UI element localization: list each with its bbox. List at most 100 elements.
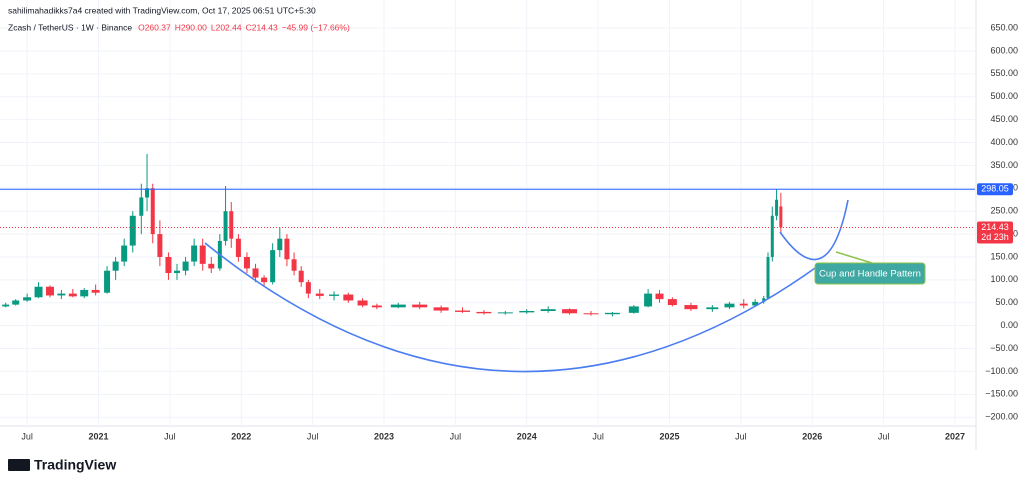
candle-body <box>766 256 770 299</box>
candle-body <box>497 312 513 314</box>
legend-value: −45.99 (−17.66%) <box>282 22 350 32</box>
candle-body <box>277 238 283 251</box>
annotation-box <box>814 262 926 285</box>
candle-body <box>34 286 43 298</box>
resistance-label: 298.05 <box>981 184 1009 194</box>
x-tick-label: 2021 <box>88 431 108 441</box>
candle-body <box>343 294 354 301</box>
candle-body <box>644 293 653 307</box>
candle-body <box>243 256 250 269</box>
y-tick-label: 250.00 <box>990 206 1018 216</box>
y-tick-label: 350.00 <box>990 160 1018 170</box>
candle-body <box>305 282 311 294</box>
y-tick-label: −100.00 <box>985 366 1018 376</box>
symbol: Zcash / TetherUS · 1W · Binance <box>8 22 132 32</box>
candle-body <box>706 307 719 310</box>
x-tick-label: Jul <box>735 431 747 441</box>
candle-body <box>752 301 759 306</box>
legend-value: O260.37 <box>138 22 171 32</box>
candle-body <box>208 263 215 269</box>
candle-body <box>519 311 535 313</box>
candle-body <box>667 299 677 306</box>
candle-body <box>455 310 471 312</box>
candle-body <box>252 268 259 278</box>
candle-body <box>80 289 89 297</box>
x-tick-label: 2026 <box>802 431 822 441</box>
x-tick-label: Jul <box>307 431 319 441</box>
candle-body <box>68 293 77 297</box>
candle-body <box>540 309 556 312</box>
brand-logo <box>8 459 30 471</box>
candle-body <box>165 256 172 274</box>
countdown-label: 2d 23h <box>981 232 1009 242</box>
x-tick-label: Jul <box>592 431 604 441</box>
candle-body <box>112 261 119 271</box>
candle-body <box>12 300 20 305</box>
candle-body <box>235 238 241 257</box>
legend-value: C214.43 <box>246 22 278 32</box>
candle-body <box>57 293 66 296</box>
y-tick-label: 650.00 <box>990 22 1018 32</box>
candle-body <box>182 261 189 271</box>
candle-body <box>655 293 664 300</box>
y-tick-label: 550.00 <box>990 68 1018 78</box>
candle-body <box>191 245 198 262</box>
candle-body <box>476 311 492 314</box>
candle-body <box>270 250 276 283</box>
candle-body <box>684 305 698 310</box>
candle-body <box>298 270 304 283</box>
candle-body <box>139 197 144 216</box>
candle-body <box>762 298 766 302</box>
cup-curve <box>204 242 819 373</box>
x-tick-label: 2027 <box>945 431 965 441</box>
y-tick-label: 600.00 <box>990 45 1018 55</box>
x-tick-label: 2022 <box>231 431 251 441</box>
annotation-text: Cup and Handle Pattern <box>819 269 921 280</box>
candle-body <box>121 245 128 262</box>
x-tick-label: 2023 <box>374 431 394 441</box>
candle-body <box>412 304 428 308</box>
candles <box>2 153 783 317</box>
y-tick-label: −150.00 <box>985 389 1018 399</box>
candle-body <box>390 304 406 308</box>
y-tick-label: −50.00 <box>990 343 1018 353</box>
candle-body <box>433 307 449 311</box>
x-tick-label: 2024 <box>517 431 537 441</box>
candle-body <box>91 289 100 293</box>
handle-curve <box>779 199 849 261</box>
resistance-label-box <box>977 183 1013 196</box>
y-tick-label: 400.00 <box>990 137 1018 147</box>
candle-body <box>357 300 368 306</box>
candle-body <box>45 286 54 296</box>
candle-body <box>223 211 228 241</box>
x-tick-label: Jul <box>21 431 33 441</box>
y-tick-label: 500.00 <box>990 91 1018 101</box>
candle-body <box>284 238 290 260</box>
y-tick-label: −200.00 <box>985 412 1018 422</box>
grid <box>0 0 975 425</box>
candle-body <box>770 215 774 257</box>
candle-body <box>315 293 324 296</box>
y-tick-label: 150.00 <box>990 251 1018 261</box>
y-tick-label: 50.00 <box>995 297 1018 307</box>
candle-body <box>174 270 181 274</box>
last-price-label: 214.43 <box>981 222 1009 232</box>
candle-body <box>23 297 32 301</box>
x-tick-label: Jul <box>878 431 890 441</box>
candle-body <box>371 305 382 308</box>
candle-body <box>583 313 599 315</box>
legend-value: L202.44 <box>211 22 242 32</box>
x-tick-label: 2025 <box>659 431 679 441</box>
candle-body <box>150 188 155 235</box>
x-tick-label: Jul <box>450 431 462 441</box>
candle-body <box>628 306 639 313</box>
watermark: sahilimahadikks7a4 created with TradingV… <box>8 5 316 15</box>
y-tick-label: 100.00 <box>990 274 1018 284</box>
candle-body <box>261 277 268 283</box>
legend-value: H290.00 <box>175 22 207 32</box>
candle-body <box>329 294 340 296</box>
y-tick-label: 0.00 <box>1000 320 1018 330</box>
